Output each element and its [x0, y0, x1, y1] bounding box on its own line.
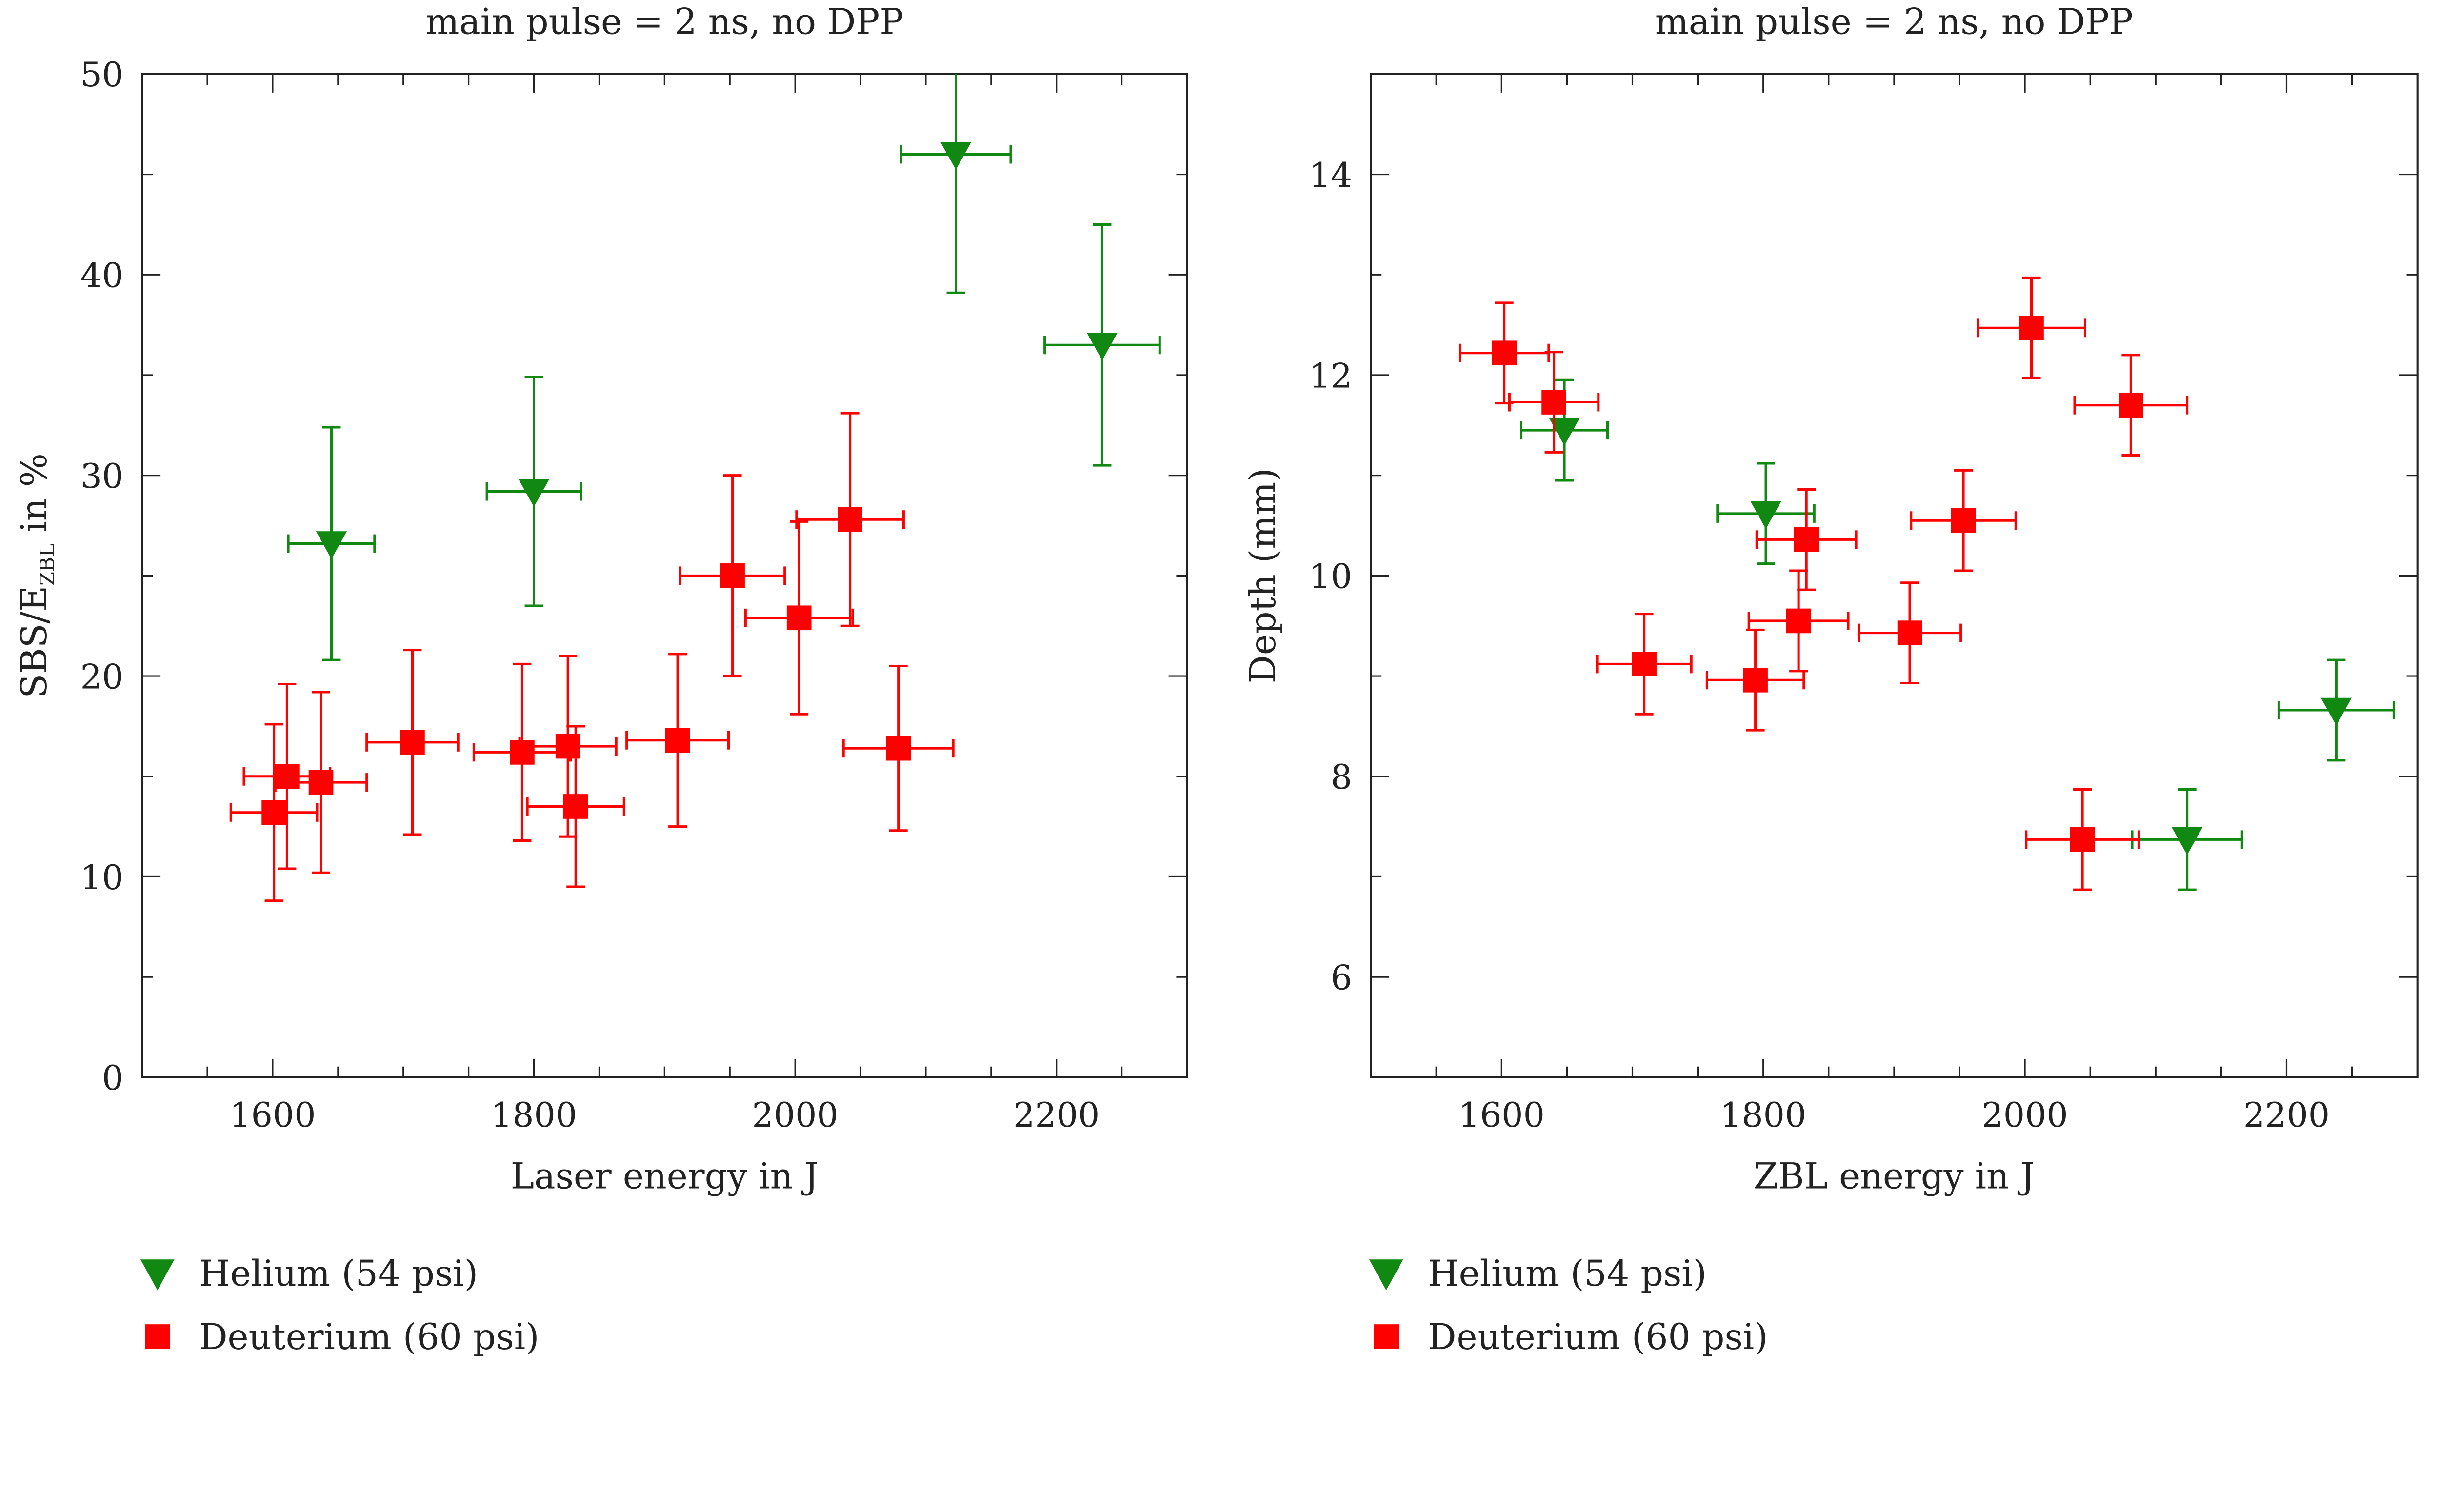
data-point-triangle — [940, 142, 972, 170]
legend-marker-square — [1374, 1324, 1399, 1349]
data-point-square — [400, 730, 425, 755]
x-tick-label: 1800 — [1720, 1095, 1806, 1135]
data-point-square — [308, 770, 334, 795]
y-tick-label: 14 — [1309, 156, 1353, 195]
legend-marker-triangle — [140, 1259, 175, 1291]
chart-panel-1: 1600 1800 2000 2200 0 10 20 30 40 50 main pulse = … — [14, 1, 1188, 1358]
data-point-square — [2119, 393, 2143, 418]
x-axis-label: ZBL energy in J — [1754, 1156, 2035, 1197]
data-point-square — [1794, 527, 1819, 552]
series-deuterium — [1458, 276, 2189, 891]
y-tick-label: 0 — [102, 1058, 123, 1098]
y-axis-label: SBS/EZBL in % — [14, 453, 59, 698]
legend-entry: Deuterium (60 psi) — [1374, 1316, 1768, 1358]
y-axis-label-main: Depth (mm) — [1242, 468, 1284, 683]
legend-entry: Helium (54 psi) — [1369, 1253, 1707, 1294]
y-axis-label-main: SBS/E — [14, 586, 55, 698]
data-point-square — [838, 507, 862, 532]
data-point-square — [720, 563, 745, 588]
data-point-square — [275, 764, 300, 789]
data-point-square — [261, 800, 286, 825]
series-deuterium — [229, 412, 955, 902]
data-point-triangle — [518, 479, 550, 507]
x-tick-label: 2200 — [2243, 1095, 2330, 1135]
y-axis-label-suffix: in % — [14, 453, 55, 544]
legend-entry: Deuterium (60 psi) — [145, 1316, 540, 1358]
y-tick-label: 6 — [1331, 958, 1352, 997]
plot-frame — [1370, 73, 2419, 1078]
data-point-triangle — [1549, 418, 1580, 446]
x-tick-label: 1600 — [1459, 1095, 1545, 1135]
data-point-square — [2019, 315, 2044, 340]
data-point-triangle — [316, 531, 347, 559]
data-point-square — [1743, 667, 1768, 693]
data-point-square — [563, 794, 588, 819]
legend-marker-triangle — [1369, 1259, 1403, 1291]
data-point-triangle — [2172, 827, 2203, 855]
data-point-square — [1632, 652, 1657, 676]
x-tick-label: 1600 — [229, 1095, 316, 1135]
y-axis-label-subscript: ZBL — [36, 544, 59, 586]
y-tick-label: 12 — [1309, 356, 1353, 396]
figure: 1600 1800 2000 2200 0 10 20 30 40 50 main pulse = … — [14, 1, 2419, 1358]
legend-entry: Helium (54 psi) — [140, 1253, 478, 1294]
x-tick-label: 1800 — [491, 1095, 577, 1135]
data-point-square — [1951, 508, 1976, 533]
legend-label: Deuterium (60 psi) — [1428, 1316, 1768, 1358]
data-point-square — [510, 740, 535, 765]
data-point-square — [1541, 390, 1566, 415]
x-axis-label: Laser energy in J — [511, 1156, 819, 1197]
data-point-square — [1492, 340, 1517, 366]
legend-marker-square — [145, 1324, 170, 1349]
data-point-triangle — [2320, 697, 2352, 726]
y-tick-label: 50 — [80, 55, 124, 95]
data-point-triangle — [1086, 332, 1118, 360]
y-tick-label: 8 — [1331, 757, 1352, 797]
data-point-triangle — [1750, 501, 1781, 529]
y-tick-label: 10 — [1309, 557, 1353, 597]
x-tick-label: 2200 — [1013, 1095, 1100, 1135]
y-tick-label: 20 — [80, 657, 124, 696]
legend-label: Deuterium (60 psi) — [199, 1316, 539, 1358]
series-helium — [287, 74, 1161, 661]
series-helium — [1520, 378, 2395, 891]
legend-label: Helium (54 psi) — [199, 1253, 478, 1294]
chart-panel-2: 1600 1800 2000 2200 6 8 10 12 14 main pulse = 2 n… — [1242, 1, 2419, 1358]
data-point-square — [665, 728, 690, 753]
legend-label: Helium (54 psi) — [1428, 1253, 1707, 1294]
data-point-square — [786, 605, 812, 631]
x-tick-label: 2000 — [752, 1095, 839, 1135]
y-tick-label: 30 — [80, 457, 124, 496]
x-tick-label: 2000 — [1982, 1095, 2068, 1135]
y-axis-label: Depth (mm) — [1242, 468, 1284, 683]
data-point-square — [2070, 827, 2095, 852]
chart-title: main pulse = 2 ns, no DPP — [1655, 1, 2133, 43]
data-point-square — [1786, 608, 1811, 634]
data-point-square — [1897, 620, 1922, 645]
data-point-square — [886, 736, 911, 761]
plot-frame — [141, 73, 1188, 1078]
y-tick-label: 40 — [80, 256, 124, 296]
y-tick-label: 10 — [80, 858, 124, 897]
chart-title: main pulse = 2 ns, no DPP — [425, 1, 903, 43]
